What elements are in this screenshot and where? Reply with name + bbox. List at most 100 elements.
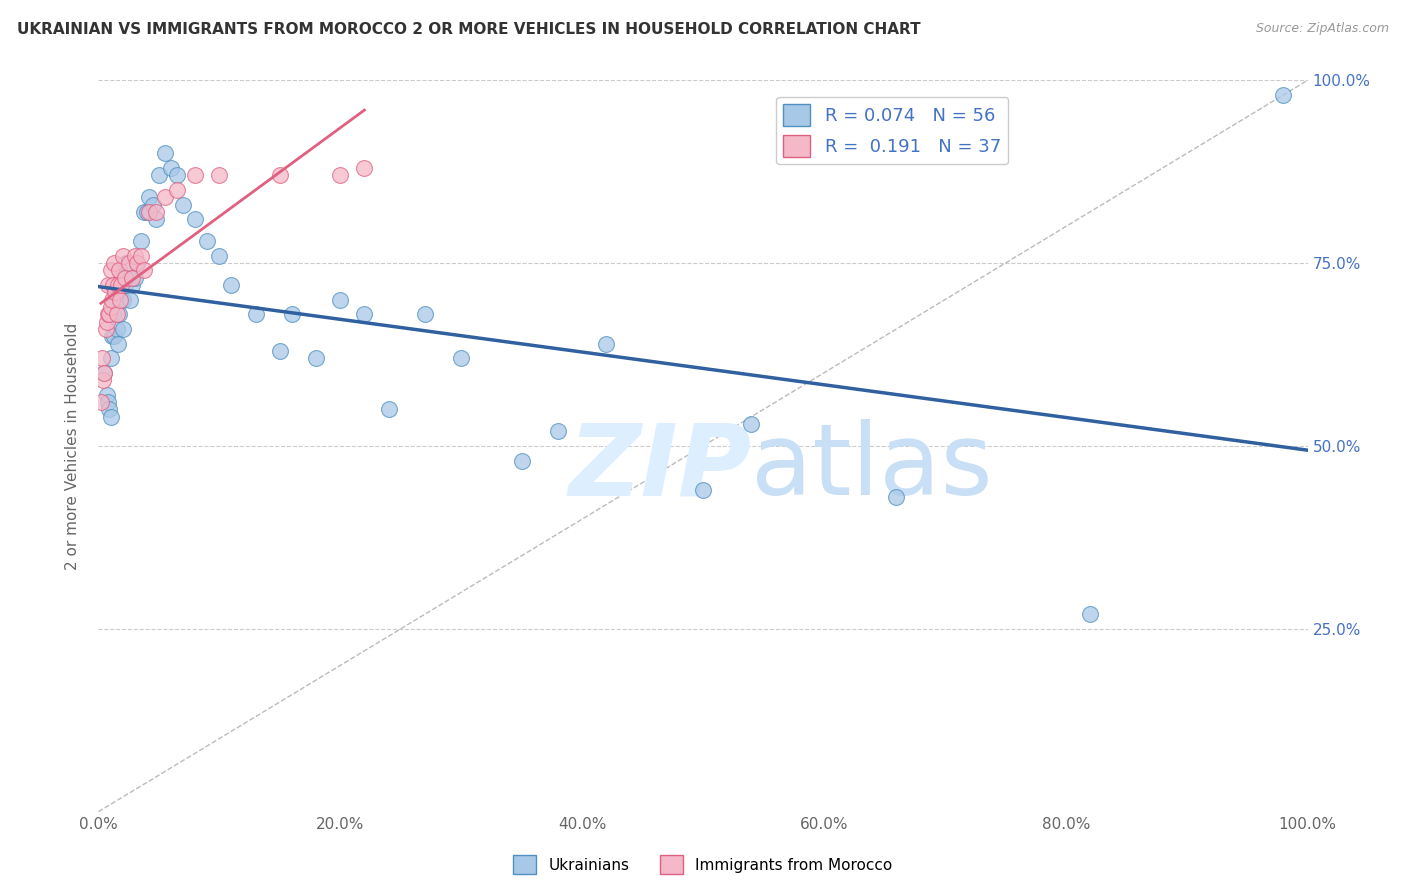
Point [329, 169, 352, 183]
Text: atlas: atlas [751, 419, 993, 516]
Point [98, 307, 121, 321]
Point [103, 329, 125, 343]
Point [93, 366, 115, 380]
Point [111, 293, 134, 307]
Point [138, 190, 160, 204]
Point [110, 270, 132, 285]
Point [134, 205, 156, 219]
Point [105, 322, 128, 336]
Point [108, 307, 131, 321]
Point [101, 307, 124, 321]
Point [121, 278, 143, 293]
Point [91, 373, 114, 387]
Point [208, 249, 231, 263]
Point [97, 395, 120, 409]
Point [195, 234, 218, 248]
Point [124, 249, 146, 263]
Point [115, 256, 138, 270]
Point [740, 417, 762, 431]
Legend: R = 0.074   N = 56, R =  0.191   N = 37: R = 0.074 N = 56, R = 0.191 N = 37 [776, 96, 1008, 164]
Point [108, 293, 131, 307]
Point [98, 402, 121, 417]
Point [172, 197, 194, 211]
Point [269, 343, 291, 358]
Point [100, 329, 122, 343]
Point [692, 483, 714, 497]
Point [1272, 87, 1295, 102]
Point [160, 161, 183, 175]
Point [245, 307, 267, 321]
Point [547, 425, 569, 439]
Point [100, 351, 122, 366]
Point [104, 285, 127, 300]
Point [104, 293, 127, 307]
Point [105, 307, 128, 321]
Point [142, 197, 165, 211]
Point [166, 183, 188, 197]
Point [91, 351, 114, 366]
Point [353, 161, 375, 175]
Point [135, 205, 157, 219]
Point [96, 388, 118, 402]
Legend: Ukrainians, Immigrants from Morocco: Ukrainians, Immigrants from Morocco [508, 849, 898, 880]
Point [1078, 607, 1101, 622]
Point [118, 293, 141, 307]
Point [94, 322, 117, 336]
Point [886, 490, 908, 504]
Point [114, 278, 136, 293]
Point [595, 336, 617, 351]
Point [134, 263, 156, 277]
Point [107, 336, 129, 351]
Point [413, 307, 436, 321]
Point [166, 169, 188, 183]
Point [124, 270, 146, 285]
Point [221, 278, 243, 293]
Point [329, 293, 352, 307]
Point [96, 315, 118, 329]
Point [153, 190, 176, 204]
Point [108, 285, 131, 300]
Point [100, 293, 122, 307]
Point [148, 169, 170, 183]
Point [100, 300, 122, 314]
Point [111, 322, 134, 336]
Point [510, 453, 533, 467]
Point [103, 256, 125, 270]
Point [184, 212, 207, 227]
Point [114, 270, 136, 285]
Point [145, 212, 167, 227]
Point [110, 278, 132, 293]
Text: Source: ZipAtlas.com: Source: ZipAtlas.com [1256, 22, 1389, 36]
Y-axis label: 2 or more Vehicles in Household: 2 or more Vehicles in Household [65, 322, 80, 570]
Point [127, 256, 149, 270]
Point [208, 169, 231, 183]
Point [129, 234, 152, 248]
Point [97, 278, 120, 293]
Point [111, 249, 134, 263]
Point [101, 278, 124, 293]
Point [118, 270, 141, 285]
Point [129, 249, 152, 263]
Point [450, 351, 472, 366]
Point [90, 395, 112, 409]
Text: ZIP: ZIP [568, 419, 751, 516]
Point [100, 409, 122, 424]
Point [145, 205, 167, 219]
Point [153, 146, 176, 161]
Point [127, 256, 149, 270]
Text: UKRAINIAN VS IMMIGRANTS FROM MOROCCO 2 OR MORE VEHICLES IN HOUSEHOLD CORRELATION: UKRAINIAN VS IMMIGRANTS FROM MOROCCO 2 O… [17, 22, 921, 37]
Point [305, 351, 328, 366]
Point [377, 402, 399, 417]
Point [100, 263, 122, 277]
Point [93, 366, 115, 380]
Point [108, 263, 131, 277]
Point [107, 278, 129, 293]
Point [97, 307, 120, 321]
Point [118, 256, 141, 270]
Point [138, 205, 160, 219]
Point [184, 169, 207, 183]
Point [121, 270, 143, 285]
Point [269, 169, 291, 183]
Point [281, 307, 304, 321]
Point [353, 307, 375, 321]
